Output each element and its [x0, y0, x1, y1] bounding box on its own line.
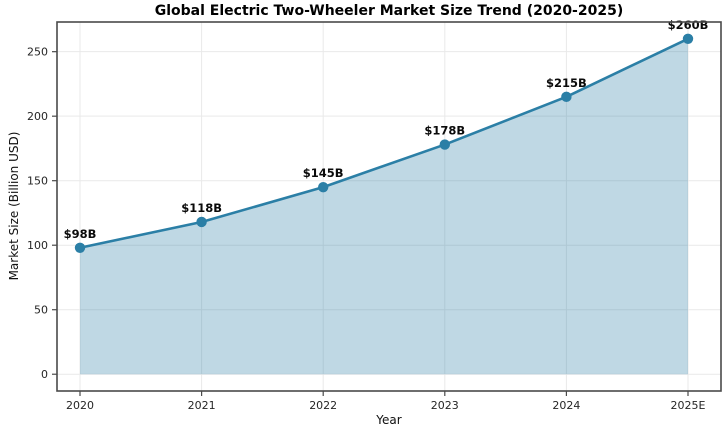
area-path — [80, 38, 688, 375]
data-point-label: $178B — [424, 124, 465, 138]
data-point-label: $98B — [64, 227, 97, 241]
x-tick-label: 2021 — [188, 399, 216, 412]
data-point-label: $260B — [668, 18, 709, 32]
axis-ticks — [52, 51, 689, 396]
data-point-label: $118B — [181, 201, 222, 215]
data-point-label: $215B — [546, 76, 587, 90]
x-tick-label: 2025E — [671, 399, 706, 412]
data-point-label: $145B — [303, 166, 344, 180]
chart-title: Global Electric Two-Wheeler Market Size … — [154, 3, 624, 19]
data-point — [682, 33, 694, 44]
data-point — [561, 91, 572, 103]
y-tick-label: 150 — [27, 175, 48, 188]
y-tick-label: 50 — [34, 304, 48, 317]
y-tick-label: 200 — [27, 110, 48, 123]
plot-border — [56, 21, 722, 392]
x-axis-label: Year — [376, 413, 402, 427]
x-tick-label: 2024 — [552, 399, 580, 412]
data-point-markers — [74, 33, 694, 253]
data-point-labels: $98B $118B $145B $178B $215B $260B — [64, 18, 709, 241]
x-tick-label: 2020 — [66, 399, 94, 412]
x-tick-label: 2023 — [431, 399, 459, 412]
x-tick-label: 2022 — [309, 399, 337, 412]
area-fill — [80, 38, 688, 375]
axes-spines — [56, 21, 722, 392]
y-tick-label: 250 — [27, 46, 48, 59]
y-tick-label: 0 — [41, 368, 48, 381]
axis-tick-labels: 0 50 100 150 200 250 2020 2021 2022 2023 2024 2025E — [27, 46, 706, 412]
y-tick-label: 100 — [27, 239, 48, 252]
data-point — [318, 181, 329, 193]
data-point — [196, 216, 207, 228]
grid-lines — [57, 22, 721, 391]
trend-line — [79, 37, 689, 250]
trend-polyline — [79, 37, 689, 250]
data-point — [439, 139, 450, 150]
data-point — [74, 242, 86, 253]
